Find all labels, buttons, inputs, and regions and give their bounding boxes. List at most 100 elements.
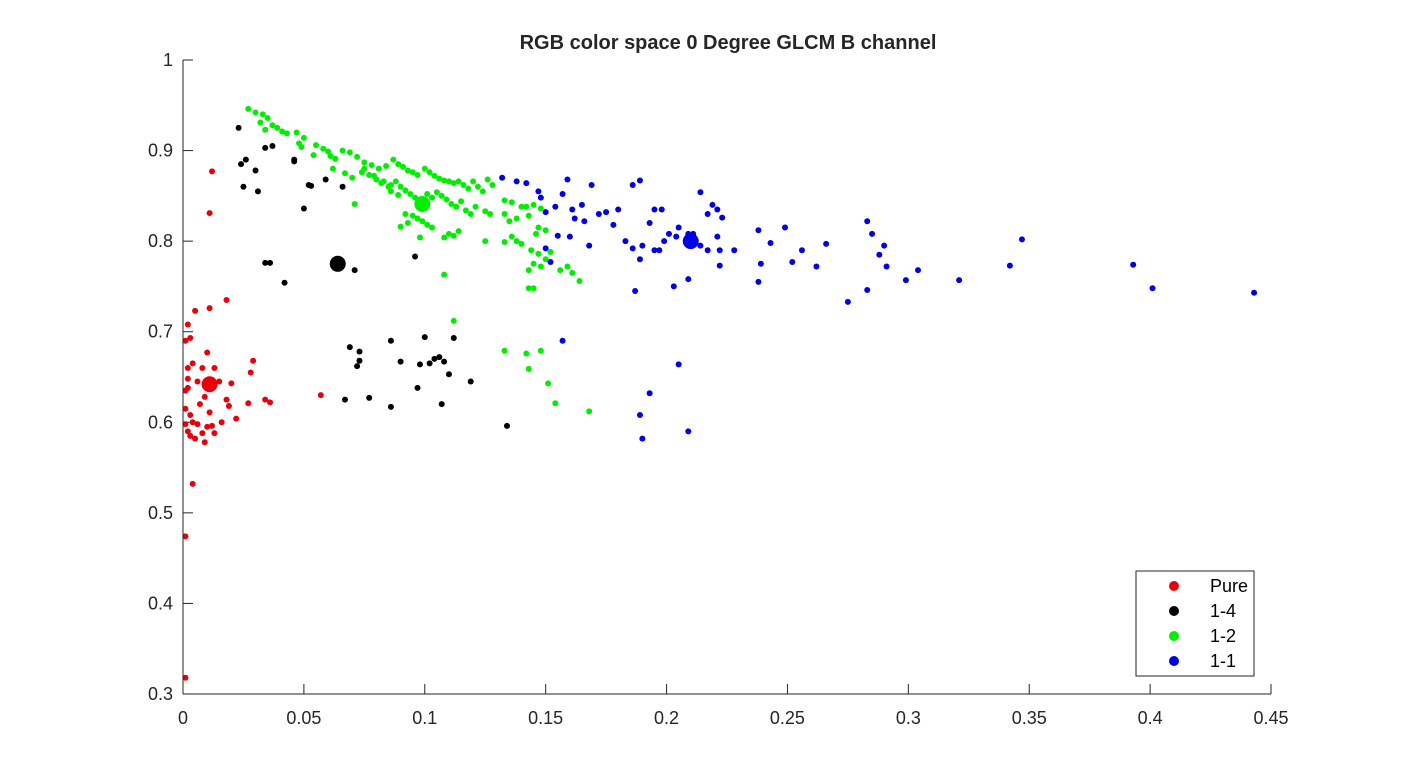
data-point	[651, 247, 658, 254]
data-point	[547, 258, 554, 265]
data-point	[397, 183, 404, 190]
data-point	[308, 182, 315, 189]
data-point	[571, 215, 578, 222]
data-point	[211, 430, 218, 437]
data-point	[441, 177, 448, 184]
data-point	[552, 400, 559, 407]
x-tick-label: 0.05	[286, 708, 321, 728]
x-tick-label: 0.35	[1012, 708, 1047, 728]
data-point	[262, 259, 269, 266]
data-point	[564, 263, 571, 270]
data-point	[704, 247, 711, 254]
data-point	[252, 109, 259, 116]
data-point	[709, 201, 716, 208]
data-point	[458, 198, 465, 205]
data-point	[351, 201, 358, 208]
data-point	[586, 242, 593, 249]
data-point	[269, 122, 276, 129]
data-point	[716, 262, 723, 269]
data-point	[883, 263, 890, 270]
data-point	[267, 259, 274, 266]
data-point	[513, 238, 520, 245]
data-point	[421, 165, 428, 172]
data-point	[467, 210, 474, 217]
data-point	[537, 205, 544, 212]
data-point	[731, 247, 738, 254]
data-point	[204, 423, 211, 430]
legend-marker	[1169, 606, 1179, 616]
data-point	[460, 181, 467, 188]
data-point	[530, 285, 537, 292]
centroid-markers	[201, 196, 699, 393]
data-point	[182, 421, 189, 428]
data-point	[755, 278, 762, 285]
x-tick-label: 0	[178, 708, 188, 728]
data-point	[499, 174, 506, 181]
data-point	[482, 238, 489, 245]
x-axis-ticks: 0 0.05 0.1 0.15 0.2 0.25 0.3 0.35 0.4 0.45	[178, 684, 1289, 728]
data-point	[204, 349, 211, 356]
centroid-point	[414, 196, 431, 213]
data-point	[341, 170, 348, 177]
data-point	[552, 203, 559, 210]
data-point	[189, 480, 196, 487]
data-point	[675, 224, 682, 231]
data-point	[719, 214, 726, 221]
data-point	[262, 144, 269, 151]
data-point	[646, 220, 653, 227]
data-point	[209, 422, 216, 429]
data-point	[431, 172, 438, 179]
data-point	[356, 348, 363, 355]
data-point	[576, 277, 583, 284]
data-point	[501, 197, 508, 204]
data-point	[325, 148, 332, 155]
y-tick-label: 0.7	[148, 322, 173, 342]
data-point	[223, 396, 230, 403]
data-point	[525, 267, 532, 274]
data-point	[559, 337, 566, 344]
data-point	[194, 378, 201, 385]
data-point	[441, 358, 448, 365]
data-point	[211, 364, 218, 371]
data-point	[450, 180, 457, 187]
data-point	[685, 428, 692, 435]
data-point	[274, 124, 281, 131]
data-point	[902, 277, 909, 284]
data-point	[416, 361, 423, 368]
data-point	[436, 175, 443, 182]
data-point	[610, 221, 617, 228]
data-point	[470, 178, 477, 185]
data-point	[416, 234, 423, 241]
data-point	[535, 224, 542, 231]
data-point	[426, 360, 433, 367]
data-point	[639, 242, 646, 249]
data-point	[250, 357, 257, 364]
data-point	[484, 176, 491, 183]
data-point	[489, 181, 496, 188]
legend: Pure 1-4 1-2 1-1	[1135, 570, 1255, 677]
data-point	[629, 245, 636, 252]
data-point	[487, 210, 494, 217]
x-tick-label: 0.3	[896, 708, 921, 728]
data-point	[651, 206, 658, 213]
data-point	[622, 238, 629, 245]
data-point	[636, 177, 643, 184]
data-point	[1006, 262, 1013, 269]
data-point	[341, 396, 348, 403]
y-tick-label: 0.9	[148, 141, 173, 161]
data-point	[1149, 285, 1156, 292]
data-point	[346, 149, 353, 156]
data-point	[450, 232, 457, 239]
data-point	[915, 267, 922, 274]
y-tick-label: 1	[163, 50, 173, 70]
data-point	[300, 205, 307, 212]
data-point	[373, 176, 380, 183]
data-point	[441, 271, 448, 278]
y-tick-label: 0.6	[148, 412, 173, 432]
data-point	[528, 247, 535, 254]
data-point	[869, 230, 876, 237]
data-point	[218, 419, 225, 426]
data-point	[409, 169, 416, 176]
y-tick-label: 0.5	[148, 503, 173, 523]
data-point	[864, 287, 871, 294]
